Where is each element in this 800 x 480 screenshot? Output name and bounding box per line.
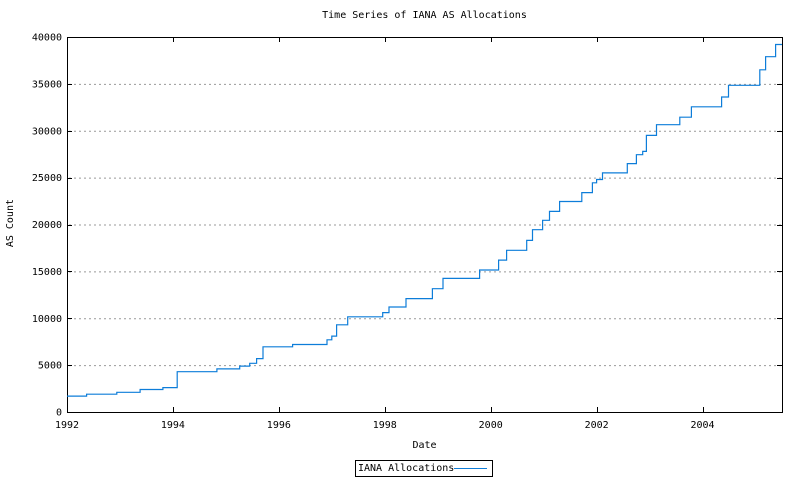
legend: IANA Allocations xyxy=(355,460,493,477)
x-tick-label: 2000 xyxy=(479,420,503,431)
y-tick-label: 15000 xyxy=(32,267,62,278)
y-tick-label: 35000 xyxy=(32,79,62,90)
y-tick-label: 10000 xyxy=(32,314,62,325)
y-tick-label: 30000 xyxy=(32,126,62,137)
x-axis-title: Date xyxy=(412,440,437,451)
x-tick-label: 1998 xyxy=(373,420,397,431)
y-tick-label: 25000 xyxy=(32,173,62,184)
x-tick-label: 1992 xyxy=(55,420,79,431)
y-tick-label: 5000 xyxy=(38,361,62,372)
y-tick-label: 0 xyxy=(56,408,62,419)
y-tick-label: 20000 xyxy=(32,220,62,231)
x-tick-label: 2002 xyxy=(585,420,609,431)
y-tick-label: 40000 xyxy=(32,33,62,44)
legend-label: IANA Allocations xyxy=(358,463,455,474)
x-tick-label: 1994 xyxy=(161,420,185,431)
legend-line-sample xyxy=(454,468,487,469)
x-tick-label: 2004 xyxy=(691,420,715,431)
chart-title: Time Series of IANA AS Allocations xyxy=(322,10,527,21)
series-line-iana-allocations xyxy=(67,43,782,397)
x-tick-label: 1996 xyxy=(267,420,291,431)
